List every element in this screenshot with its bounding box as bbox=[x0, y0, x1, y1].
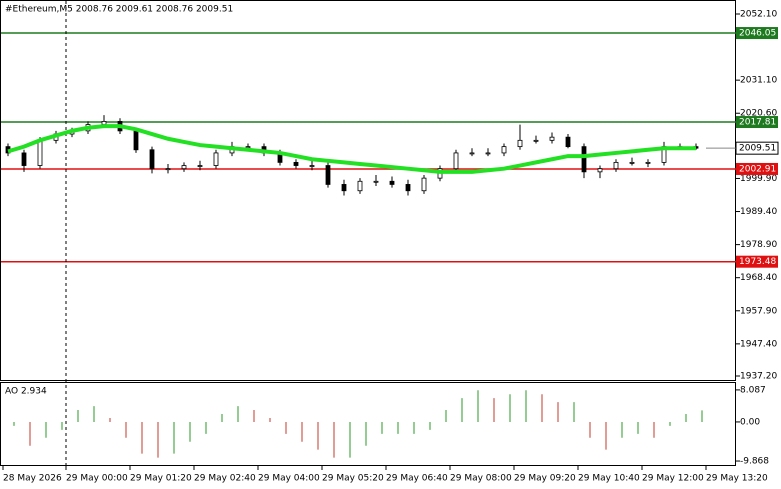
level-label: 2017.81 bbox=[739, 118, 776, 128]
y-tick-label: 1989.40 bbox=[740, 207, 777, 217]
x-tick-label: 29 May 01:20 bbox=[130, 474, 192, 484]
level-label: 2002.91 bbox=[739, 164, 776, 174]
candle-body bbox=[581, 146, 587, 173]
x-tick-label: 29 May 00:00 bbox=[66, 474, 128, 484]
ao-tick-label: 8.087 bbox=[740, 385, 766, 395]
candle-body bbox=[373, 180, 379, 183]
candle-body bbox=[629, 161, 635, 164]
candle-body bbox=[533, 139, 539, 142]
candle-body bbox=[325, 165, 331, 185]
candle-body bbox=[293, 161, 299, 166]
x-tick-label: 28 May 2026 bbox=[3, 474, 62, 484]
current-price-label: 2009.51 bbox=[739, 144, 776, 154]
price-header: #Ethereum,M5 2008.76 2009.61 2008.76 200… bbox=[5, 5, 233, 15]
ao-frame bbox=[0, 382, 736, 466]
candle-body bbox=[405, 184, 411, 192]
candle-body bbox=[421, 177, 427, 192]
candle-body bbox=[597, 168, 603, 173]
x-tick-label: 29 May 12:00 bbox=[642, 474, 704, 484]
y-tick-label: 2052.10 bbox=[740, 9, 777, 19]
candle-body bbox=[501, 146, 507, 154]
x-tick-label: 29 May 05:20 bbox=[322, 474, 384, 484]
candle-body bbox=[389, 180, 395, 185]
y-tick-label: 2031.10 bbox=[740, 76, 777, 86]
current-price-box bbox=[735, 141, 779, 155]
candle-body bbox=[213, 152, 219, 166]
candle-body bbox=[565, 136, 571, 148]
x-tick-label: 29 May 02:40 bbox=[194, 474, 256, 484]
level-box bbox=[736, 255, 778, 268]
y-tick-label: 1957.90 bbox=[740, 306, 777, 316]
x-tick-label: 29 May 08:00 bbox=[450, 474, 512, 484]
x-tick-label: 29 May 04:00 bbox=[258, 474, 320, 484]
candle-body bbox=[341, 184, 347, 192]
y-tick-label: 1999.90 bbox=[740, 174, 777, 184]
candle-body bbox=[645, 161, 651, 164]
ao-tick-label: 0.00 bbox=[740, 417, 760, 427]
candle-body bbox=[309, 165, 315, 167]
x-tick-label: 29 May 06:40 bbox=[386, 474, 448, 484]
y-tick-label: 2020.60 bbox=[740, 109, 777, 119]
level-box bbox=[736, 162, 778, 175]
x-tick-label: 29 May 10:40 bbox=[578, 474, 640, 484]
candle-body bbox=[149, 149, 155, 170]
candle-body bbox=[469, 152, 475, 155]
candle-body bbox=[613, 161, 619, 170]
candle-body bbox=[197, 165, 203, 167]
level-label: 2046.05 bbox=[739, 29, 776, 39]
level-label: 1973.48 bbox=[739, 257, 776, 267]
ao-tick-label: -9.868 bbox=[740, 457, 769, 467]
y-tick-label: 1947.40 bbox=[740, 339, 777, 349]
y-tick-label: 1968.40 bbox=[740, 273, 777, 283]
candle-body bbox=[37, 139, 43, 166]
candle-body bbox=[133, 130, 139, 151]
x-tick-label: 29 May 09:20 bbox=[514, 474, 576, 484]
level-box bbox=[736, 116, 778, 129]
candle-body bbox=[245, 146, 251, 149]
price-frame bbox=[0, 0, 736, 381]
candle-body bbox=[21, 152, 27, 166]
y-tick-label: 1978.90 bbox=[740, 240, 777, 250]
candle-body bbox=[549, 136, 555, 141]
moving-average bbox=[7, 124, 696, 174]
y-tick-label: 1937.20 bbox=[740, 371, 777, 381]
ao-header: AO 2.934 bbox=[5, 387, 47, 397]
candle-body bbox=[357, 180, 363, 192]
candle-body bbox=[517, 139, 523, 148]
candle-body bbox=[453, 152, 459, 170]
level-box bbox=[736, 27, 778, 40]
candle-body bbox=[165, 168, 171, 171]
candle-body bbox=[101, 121, 107, 125]
candle-body bbox=[485, 152, 491, 155]
candle-body bbox=[181, 165, 187, 170]
x-tick-label: 29 May 13:20 bbox=[706, 474, 768, 484]
